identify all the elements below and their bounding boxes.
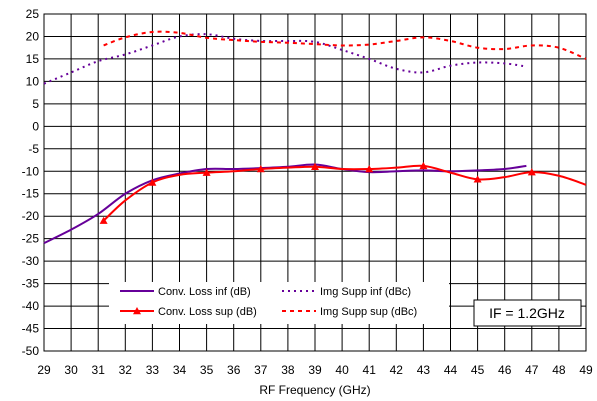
x-tick-label: 36	[227, 363, 241, 377]
x-axis-label: RF Frequency (GHz)	[259, 383, 370, 397]
series-line-0	[43, 163, 527, 245]
x-tick-label: 38	[281, 363, 295, 377]
series-group	[43, 30, 587, 245]
y-tick-label: -40	[22, 299, 40, 313]
x-tick-label: 29	[37, 363, 51, 377]
legend-box	[109, 282, 449, 324]
x-tick-label: 46	[498, 363, 512, 377]
series-line-1	[102, 164, 587, 222]
series-point-1	[202, 168, 211, 176]
y-tick-label: -15	[22, 187, 40, 201]
legend-label-3: Img Supp sup (dBc)	[320, 306, 417, 318]
x-tick-label: 42	[390, 363, 404, 377]
series-point-1	[365, 165, 374, 173]
y-axis-ticks: 25 20 15 10 5 0 -5 -10 -15 -20 -25 -30 -35 -40 -45 -50	[22, 7, 40, 358]
series-point-1	[311, 162, 319, 170]
y-tick-label: -50	[22, 344, 40, 358]
legend-marker-1	[133, 307, 141, 315]
series-point-1	[99, 216, 108, 224]
series-line-3	[103, 30, 587, 60]
y-tick-label: -5	[28, 142, 39, 156]
x-tick-label: 40	[335, 363, 349, 377]
series-point-1	[527, 168, 536, 176]
y-tick-label: -35	[22, 277, 40, 291]
legend-label-2: Img Supp inf (dBc)	[320, 286, 411, 298]
series-point-1	[148, 178, 157, 186]
x-tick-label: 35	[200, 363, 214, 377]
legend-label-1: Conv. Loss sup (dB)	[158, 306, 257, 318]
annotation: IF = 1.2GHz	[473, 299, 582, 327]
y-tick-label: 10	[26, 74, 40, 88]
y-tick-label: 0	[32, 119, 39, 133]
y-tick-label: -45	[22, 322, 40, 336]
x-tick-label: 34	[173, 363, 187, 377]
y-tick-label: -20	[22, 209, 40, 223]
annotation-text: IF = 1.2GHz	[489, 305, 565, 321]
x-tick-label: 41	[363, 363, 377, 377]
x-tick-label: 45	[471, 363, 485, 377]
x-tick-label: 48	[552, 363, 566, 377]
y-tick-label: 15	[26, 52, 40, 66]
y-tick-label: 5	[32, 97, 39, 111]
x-tick-label: 44	[444, 363, 458, 377]
series-point-1	[256, 165, 265, 173]
annotation-box	[473, 299, 582, 327]
y-tick-label: 25	[26, 7, 40, 21]
x-axis-ticks: 29 30 31 32 33 34 35 36 37 38 39 40 41 42 43 44 45 46 47 48…	[37, 363, 593, 377]
x-tick-label: 47	[525, 363, 539, 377]
plot-area	[43, 13, 587, 352]
x-tick-label: 43	[417, 363, 431, 377]
x-tick-label: 31	[92, 363, 106, 377]
x-tick-label: 39	[308, 363, 322, 377]
x-tick-label: 30	[64, 363, 78, 377]
x-tick-label: 37	[254, 363, 268, 377]
y-tick-label: -30	[22, 254, 40, 268]
series-point-1	[419, 161, 428, 170]
y-tick-label: 20	[26, 29, 40, 43]
legend-label-0: Conv. Loss inf (dB)	[158, 286, 251, 298]
y-tick-label: -25	[22, 232, 40, 246]
x-tick-label: 49	[579, 363, 593, 377]
series-point-1	[473, 175, 482, 183]
x-tick-label: 33	[146, 363, 160, 377]
x-tick-label: 32	[119, 363, 133, 377]
y-tick-label: -10	[22, 164, 40, 178]
series-line-2	[43, 33, 527, 85]
legend: Conv. Loss inf (dB) Conv. Loss sup (dB) Im…	[109, 282, 449, 324]
